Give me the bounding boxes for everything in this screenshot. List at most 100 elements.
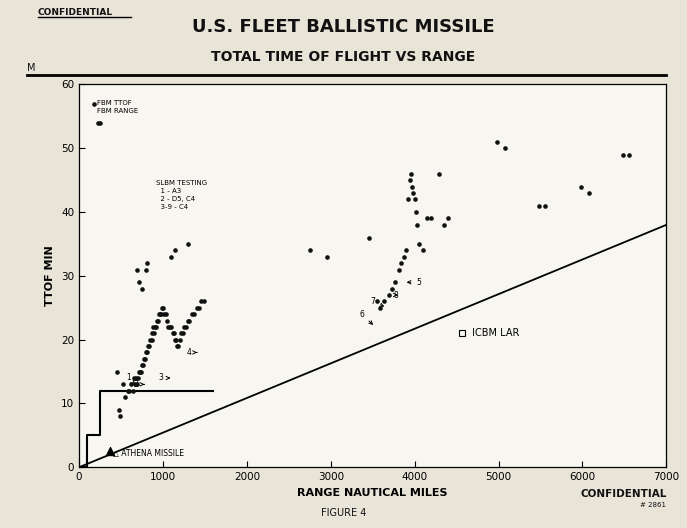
Point bbox=[105, 447, 116, 456]
Point bbox=[142, 259, 153, 267]
Point bbox=[92, 119, 103, 127]
Point bbox=[113, 406, 124, 414]
Point bbox=[152, 316, 163, 325]
Point bbox=[145, 335, 156, 344]
Point bbox=[199, 297, 210, 306]
Point bbox=[184, 316, 195, 325]
Point bbox=[143, 342, 154, 350]
Point bbox=[414, 240, 425, 248]
Point bbox=[161, 316, 172, 325]
Point bbox=[163, 323, 174, 331]
Point bbox=[171, 342, 182, 350]
Point bbox=[131, 374, 142, 382]
Point bbox=[139, 355, 150, 363]
Text: 1: 1 bbox=[126, 373, 135, 383]
Point bbox=[617, 150, 628, 159]
Point bbox=[533, 202, 544, 210]
Point bbox=[146, 335, 157, 344]
Text: 2: 2 bbox=[134, 380, 144, 389]
Point bbox=[157, 304, 168, 312]
Text: 5: 5 bbox=[407, 278, 421, 287]
Point bbox=[405, 169, 416, 178]
Point bbox=[88, 99, 99, 108]
Text: U.S. FLEET BALLISTIC MISSILE: U.S. FLEET BALLISTIC MISSILE bbox=[192, 18, 495, 36]
Point bbox=[148, 323, 159, 331]
Point bbox=[166, 323, 177, 331]
Point bbox=[141, 348, 152, 357]
Text: 3: 3 bbox=[158, 373, 170, 382]
Point bbox=[122, 386, 133, 395]
Point bbox=[390, 278, 401, 287]
Text: △ ATHENA MISSILE: △ ATHENA MISSILE bbox=[113, 449, 184, 458]
Text: M: M bbox=[27, 63, 36, 73]
Point bbox=[379, 297, 390, 306]
Point bbox=[623, 150, 634, 159]
Point bbox=[135, 367, 146, 376]
Point bbox=[133, 367, 144, 376]
Point bbox=[137, 361, 148, 370]
Text: FIGURE 4: FIGURE 4 bbox=[321, 508, 366, 518]
Point bbox=[412, 221, 423, 229]
Point bbox=[409, 195, 420, 203]
Text: 8: 8 bbox=[394, 290, 398, 299]
Text: SLBM TESTING
  1 - A3
  2 - D5, C4
  3-9 - C4: SLBM TESTING 1 - A3 2 - D5, C4 3-9 - C4 bbox=[156, 180, 207, 210]
Point bbox=[491, 138, 502, 146]
Point bbox=[150, 323, 161, 331]
Text: CONFIDENTIAL: CONFIDENTIAL bbox=[38, 8, 113, 17]
Point bbox=[192, 304, 203, 312]
Point bbox=[129, 380, 140, 389]
Text: FBM TTOF
FBM RANGE: FBM TTOF FBM RANGE bbox=[97, 100, 138, 114]
Point bbox=[374, 304, 385, 312]
Text: # 2861: # 2861 bbox=[640, 502, 666, 508]
Point bbox=[155, 310, 166, 318]
Point bbox=[182, 316, 193, 325]
Point bbox=[150, 323, 161, 331]
Point bbox=[144, 342, 155, 350]
Point bbox=[383, 291, 394, 299]
Point bbox=[140, 265, 151, 274]
Point bbox=[137, 361, 148, 370]
Point bbox=[170, 335, 181, 344]
Point bbox=[148, 329, 159, 337]
Point bbox=[155, 310, 166, 318]
Point bbox=[363, 233, 374, 242]
Point bbox=[539, 202, 550, 210]
Point bbox=[499, 144, 510, 153]
Point bbox=[174, 335, 185, 344]
Point bbox=[135, 367, 146, 376]
Point bbox=[111, 367, 122, 376]
Point bbox=[132, 265, 143, 274]
Point bbox=[321, 252, 332, 261]
Point bbox=[95, 119, 106, 127]
Point bbox=[398, 252, 409, 261]
Text: TOTAL TIME OF FLIGHT VS RANGE: TOTAL TIME OF FLIGHT VS RANGE bbox=[212, 50, 475, 64]
Point bbox=[170, 335, 181, 344]
Point bbox=[124, 386, 135, 395]
Point bbox=[434, 169, 445, 178]
Text: CONFIDENTIAL: CONFIDENTIAL bbox=[580, 489, 666, 499]
Point bbox=[401, 246, 412, 254]
Text: 6: 6 bbox=[359, 309, 372, 324]
Point bbox=[133, 374, 144, 382]
Point bbox=[425, 214, 436, 223]
Point bbox=[438, 221, 449, 229]
Point bbox=[194, 304, 205, 312]
Point bbox=[393, 265, 404, 274]
Point bbox=[120, 393, 131, 401]
Point bbox=[166, 252, 177, 261]
Point bbox=[372, 297, 383, 306]
Point bbox=[408, 188, 419, 197]
Point bbox=[153, 316, 164, 325]
Point bbox=[127, 386, 138, 395]
Point bbox=[159, 310, 170, 318]
Point bbox=[407, 182, 418, 191]
Point bbox=[132, 380, 143, 389]
Point bbox=[404, 176, 415, 184]
Point bbox=[584, 188, 595, 197]
Point bbox=[176, 329, 187, 337]
Point bbox=[387, 285, 398, 293]
Text: 7: 7 bbox=[370, 297, 383, 306]
Point bbox=[196, 297, 207, 306]
Point bbox=[396, 259, 407, 267]
Y-axis label: TTOF MIN: TTOF MIN bbox=[45, 246, 56, 306]
